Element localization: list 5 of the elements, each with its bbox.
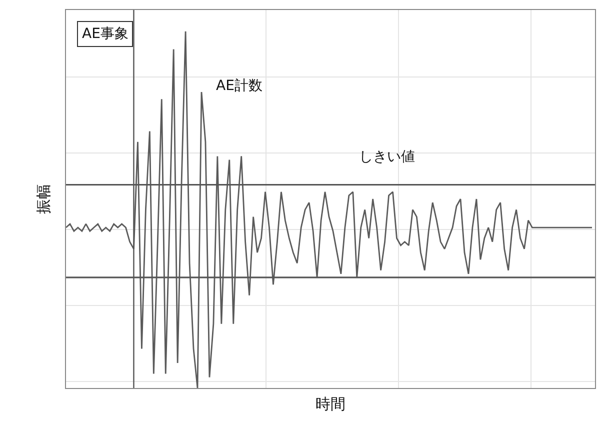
annotation: AE事象 xyxy=(82,26,128,42)
x-axis-title: 時間 xyxy=(316,395,346,413)
annotation: AE計数 xyxy=(216,78,262,94)
y-axis-title: 振幅 xyxy=(34,184,52,214)
annotation: しきい値 xyxy=(359,149,415,165)
